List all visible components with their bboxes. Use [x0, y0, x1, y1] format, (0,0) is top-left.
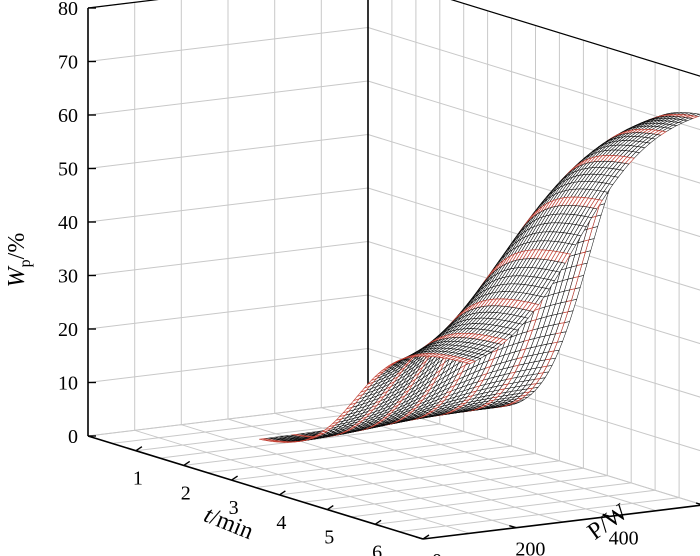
x-axis-line [87, 435, 424, 540]
x-tick-label: 5 [324, 527, 334, 549]
grid-line-t-floor [183, 430, 464, 466]
x-tick-label: 6 [372, 541, 382, 556]
grid-line-t-floor [351, 482, 632, 518]
x-tick-mark [135, 446, 143, 452]
z-tick-label: 70 [58, 52, 78, 74]
x-tick-label: 2 [181, 482, 191, 504]
y-tick-mark [415, 536, 424, 540]
z-tick-label: 30 [58, 266, 78, 288]
z-tick-label: 40 [58, 212, 78, 234]
x-tick-mark [326, 505, 334, 511]
grid-line-t-floor [231, 445, 512, 481]
x-tick-mark [279, 490, 286, 496]
grid-line-t-floor [207, 438, 488, 474]
y-tick-label: 400 [609, 527, 639, 549]
z-tick-label: 50 [58, 159, 78, 181]
grid-line-t-floor [87, 401, 369, 437]
grid-line-t-floor [375, 489, 656, 525]
x-tick-mark [183, 460, 191, 466]
top-left-edge [87, 0, 159, 9]
y-tick-label: 200 [515, 539, 545, 556]
tick-labels: 0102030405060708012345670200400600 [58, 0, 639, 556]
z-tick-label: 80 [58, 0, 78, 20]
grid-line-t-floor [255, 453, 536, 488]
z-tick-label: 0 [68, 426, 78, 448]
y-axis-line [422, 504, 700, 540]
surface-mesh [259, 112, 700, 443]
z-tick-label: 10 [58, 373, 78, 395]
x-tick-label: 4 [276, 512, 286, 534]
grid-lines [87, 0, 700, 540]
z-tick-label: 20 [58, 319, 78, 341]
axes-frame [87, 0, 700, 540]
grid-line-t-floor [279, 460, 560, 496]
x-tick-mark [231, 475, 238, 481]
grid-line-t-floor [399, 497, 680, 533]
x-tick-label: 1 [133, 468, 143, 490]
grid-line-z-back [450, 0, 700, 77]
grid-line-t-floor [327, 475, 608, 511]
x-tick-label: 3 [229, 497, 239, 519]
z-tick-label: 60 [58, 105, 78, 127]
top-back-edge [450, 0, 700, 77]
y-tick-mark [509, 525, 517, 529]
y-tick-label: 0 [432, 550, 442, 556]
x-tick-mark [374, 519, 382, 525]
x-tick-mark [422, 534, 430, 540]
grid-line-z-back [367, 27, 700, 131]
y-tick-mark [602, 513, 610, 517]
surface-cell [465, 359, 477, 365]
z-axis-title: Wp/% [4, 233, 34, 288]
grid-line-t-floor [303, 467, 584, 503]
